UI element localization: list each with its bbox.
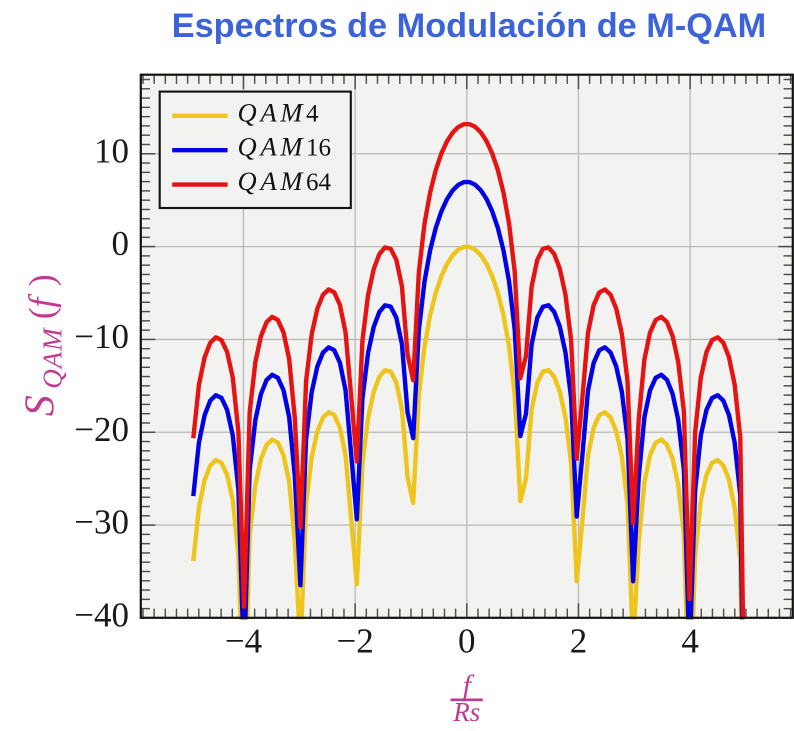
svg-text:): )	[22, 274, 62, 286]
svg-text:Espectros de Modulación de M-Q: Espectros de Modulación de M-QAM	[172, 7, 767, 45]
svg-text:QAM: QAM	[238, 97, 305, 127]
svg-text:10: 10	[94, 131, 129, 170]
svg-text:4: 4	[306, 100, 319, 127]
svg-text:−30: −30	[74, 503, 129, 542]
svg-text:QAM: QAM	[238, 166, 305, 196]
svg-text:QAM: QAM	[238, 132, 305, 162]
svg-text:−2: −2	[336, 621, 373, 660]
svg-text:4: 4	[681, 621, 699, 660]
svg-text:−4: −4	[225, 621, 262, 660]
svg-text:−10: −10	[74, 317, 129, 356]
svg-text:S: S	[18, 395, 64, 416]
svg-text:0: 0	[458, 621, 476, 660]
svg-text:−20: −20	[74, 410, 129, 449]
svg-text:16: 16	[306, 135, 331, 162]
svg-text:2: 2	[570, 621, 588, 660]
svg-text:−40: −40	[74, 595, 129, 634]
svg-text:(: (	[22, 307, 62, 319]
svg-text:Rs: Rs	[452, 697, 480, 727]
svg-text:64: 64	[306, 169, 332, 196]
svg-text:QAM: QAM	[38, 327, 68, 389]
svg-text:0: 0	[112, 224, 130, 263]
